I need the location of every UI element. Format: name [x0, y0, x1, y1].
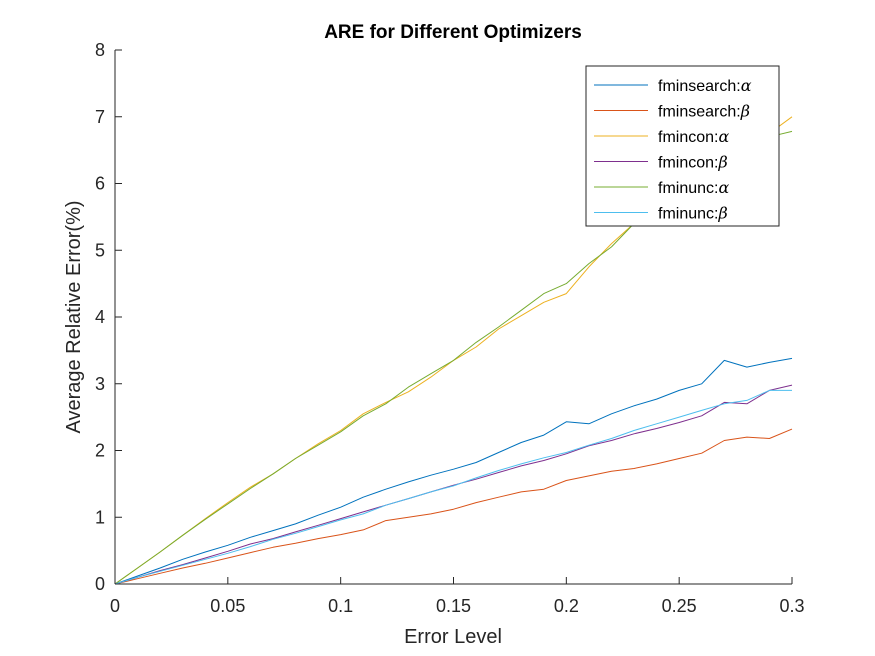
y-axis-ticks: 0 1 2 3 4 5 6 7 8 [95, 40, 122, 594]
x-tick-label: 0.15 [436, 596, 471, 616]
x-tick-label: 0.3 [779, 596, 804, 616]
legend-series-symbol: β [740, 102, 750, 121]
series-line-5 [114, 389, 792, 585]
legend-series-symbol: β [717, 153, 727, 172]
x-tick-label: 0.25 [662, 596, 697, 616]
y-tick-label: 1 [95, 507, 105, 527]
series-line-0 [114, 357, 793, 585]
legend: fminsearch:αfminsearch:βfmincon:αfmincon… [585, 65, 780, 227]
y-tick-label: 6 [95, 174, 105, 194]
series-line-3 [114, 384, 793, 585]
y-axis-label: Average Relative Error(%) [63, 200, 85, 433]
y-tick-label: 8 [95, 40, 105, 60]
legend-series-name: fmincon: [658, 155, 718, 172]
legend-label-2: fmincon:α [658, 127, 729, 146]
y-tick-label: 2 [95, 441, 105, 461]
legend-series-name: fminunc: [658, 180, 718, 197]
y-tick-label: 7 [95, 107, 105, 127]
chart-title: ARE for Different Optimizers [324, 22, 582, 43]
legend-series-symbol: α [718, 178, 729, 197]
legend-series-symbol: α [718, 127, 729, 146]
legend-series-symbol: α [741, 76, 752, 95]
legend-series-name: fminsearch: [658, 78, 741, 95]
legend-label-5: fminunc:β [658, 204, 728, 223]
x-tick-label: 0.1 [328, 596, 353, 616]
x-tick-label: 0.05 [210, 596, 245, 616]
legend-entries: fminsearch:αfminsearch:βfmincon:αfmincon… [594, 76, 752, 223]
series-line-1 [114, 428, 793, 585]
legend-label-3: fmincon:β [658, 153, 728, 172]
x-axis-ticks: 0 0.05 0.1 0.15 0.2 0.25 0.3 [110, 577, 805, 616]
legend-series-name: fminsearch: [658, 104, 741, 121]
legend-label-4: fminunc:α [658, 178, 729, 197]
legend-series-name: fmincon: [658, 129, 718, 146]
y-tick-label: 5 [95, 240, 105, 260]
legend-series-name: fminunc: [658, 206, 718, 223]
legend-series-symbol: β [717, 204, 727, 223]
y-tick-label: 0 [95, 574, 105, 594]
x-tick-label: 0 [110, 596, 120, 616]
legend-box [585, 65, 780, 227]
y-tick-label: 4 [95, 307, 105, 327]
legend-label-0: fminsearch:α [658, 76, 752, 95]
x-axis-label: Error Level [404, 626, 502, 648]
x-tick-label: 0.2 [554, 596, 579, 616]
y-tick-label: 3 [95, 374, 105, 394]
legend-label-1: fminsearch:β [658, 102, 750, 121]
